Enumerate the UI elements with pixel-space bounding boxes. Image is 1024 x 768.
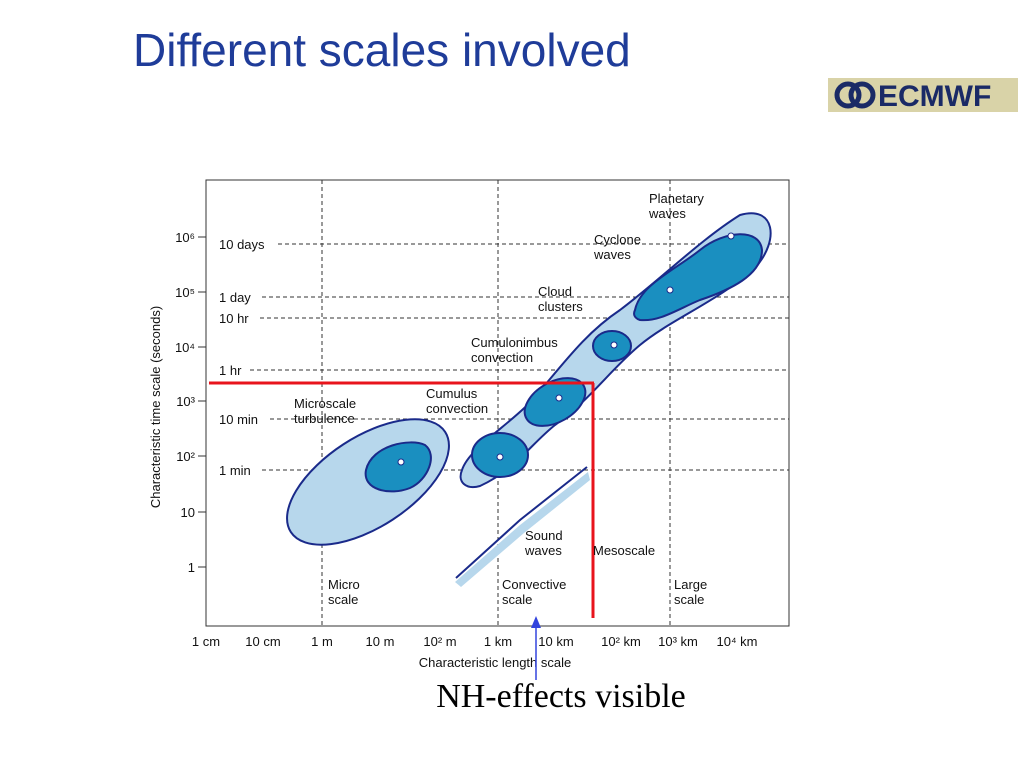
region-label: Micro	[328, 577, 360, 592]
x-tick-label: 10 km	[538, 634, 573, 649]
time-label: 1 min	[219, 463, 251, 478]
x-tick-label: 10² km	[601, 634, 641, 649]
phenomenon-label: Planetary	[649, 191, 704, 206]
phenomenon-label: turbulence	[294, 411, 355, 426]
phenomenon-label: waves	[593, 247, 631, 262]
x-tick-label: 1 cm	[192, 634, 220, 649]
phenomenon-label: Cumulus	[426, 386, 478, 401]
phenomenon-label: waves	[524, 543, 562, 558]
region-label: scale	[328, 592, 358, 607]
region-label: scale	[502, 592, 532, 607]
y-tick-label: 10⁵	[175, 285, 195, 300]
phenomenon-label: waves	[648, 206, 686, 221]
title: Different scales involved	[133, 24, 631, 76]
time-label: 1 day	[219, 290, 251, 305]
phenomenon-label: Microscale	[294, 396, 356, 411]
region-label: Large	[674, 577, 707, 592]
y-tick-label: 1	[188, 560, 195, 575]
time-label: 10 min	[219, 412, 258, 427]
plot: Characteristic time scale (seconds) Char…	[148, 179, 790, 670]
phenomenon-label: Sound	[525, 528, 563, 543]
x-tick-label: 1 m	[311, 634, 333, 649]
x-tick-label: 10 cm	[245, 634, 280, 649]
x-tick-label: 10² m	[423, 634, 456, 649]
phenomenon-label: convection	[426, 401, 488, 416]
y-axis-label: Characteristic time scale (seconds)	[148, 306, 163, 508]
phenomenon-label: Cloud	[538, 284, 572, 299]
phenomenon-label: convection	[471, 350, 533, 365]
x-axis-label: Characteristic length scale	[419, 655, 571, 670]
y-tick-label: 10	[181, 505, 195, 520]
annotation: NH-effects visible	[436, 678, 686, 715]
phenomenon-label: clusters	[538, 299, 583, 314]
region-label: Convective	[502, 577, 566, 592]
time-label: 10 hr	[219, 311, 249, 326]
phenomenon-label: Cyclone	[594, 232, 641, 247]
x-tick-label: 10³ km	[658, 634, 698, 649]
logo-text: ECMWF	[878, 80, 991, 113]
x-tick-label: 10⁴ km	[717, 634, 758, 649]
arrow	[531, 616, 541, 680]
time-label: 10 days	[219, 237, 265, 252]
y-tick-label: 10⁴	[175, 340, 195, 355]
time-label: 1 hr	[219, 363, 242, 378]
x-tick-label: 10 m	[366, 634, 395, 649]
logo: ECMWF	[828, 78, 1018, 113]
y-tick-label: 10⁶	[175, 230, 195, 245]
region-label: scale	[674, 592, 704, 607]
x-tick-label: 1 km	[484, 634, 512, 649]
y-tick-label: 10³	[176, 394, 195, 409]
y-tick-label: 10²	[176, 449, 195, 464]
region-label: Mesoscale	[593, 543, 655, 558]
phenomenon-label: Cumulonimbus	[471, 335, 558, 350]
